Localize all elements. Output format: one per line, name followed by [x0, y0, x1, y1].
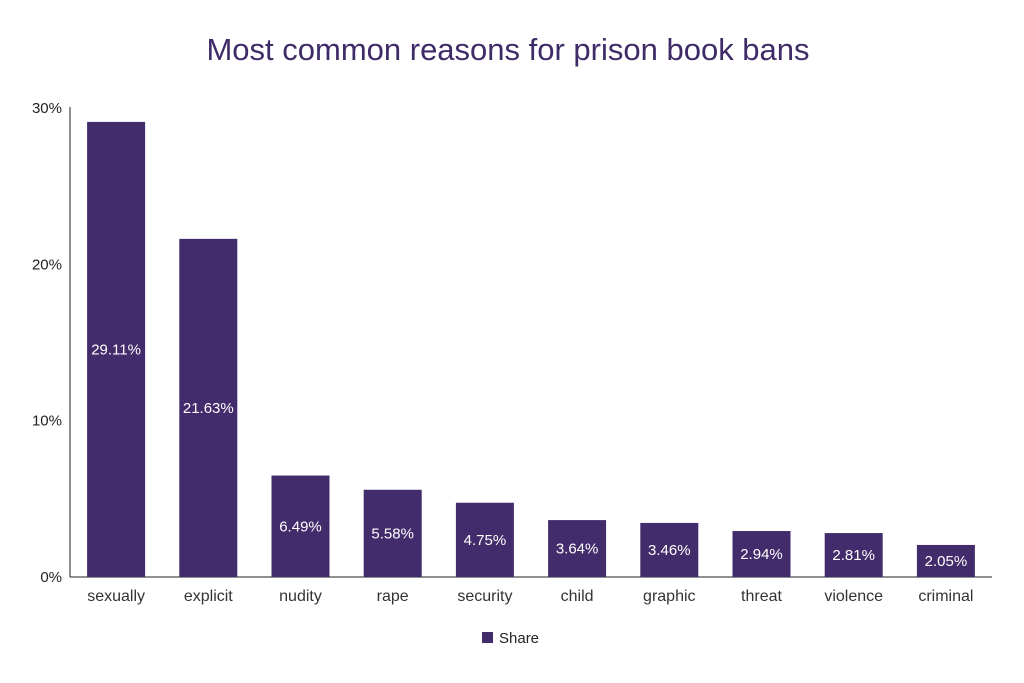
data-label: 21.63% [183, 400, 234, 417]
y-tick-label: 10% [32, 413, 62, 430]
data-label: 29.11% [91, 341, 141, 358]
x-tick-label: nudity [279, 588, 322, 605]
x-axis-labels: sexually explicit nudity rape security child g… [87, 588, 973, 605]
bar-nudity [271, 475, 330, 577]
bar-violence [824, 533, 883, 577]
data-label: 6.49% [279, 518, 322, 535]
data-label: 2.94% [740, 546, 783, 563]
data-label: 4.75% [464, 532, 507, 549]
y-tick-label: 0% [40, 569, 62, 586]
y-axis: 0% 10% 20% 30% [32, 100, 62, 586]
x-tick-label: graphic [643, 588, 695, 605]
bar-graphic [640, 522, 699, 577]
y-tick-label: 30% [32, 100, 62, 117]
data-label: 2.05% [925, 553, 968, 570]
bar-rape [363, 489, 422, 577]
x-tick-label: violence [824, 588, 883, 605]
legend-label: Share [499, 630, 539, 647]
data-label: 2.81% [832, 547, 875, 564]
data-label: 3.64% [556, 541, 599, 558]
legend: Share [482, 630, 539, 647]
data-label: 3.46% [648, 542, 691, 559]
bar-child [548, 520, 607, 577]
bar-criminal [916, 544, 975, 577]
x-tick-label: child [561, 588, 594, 605]
bars-group: 29.11% 21.63% 6.49% 5.58% 4.75% 3.64% 3.46% 2.9… [87, 121, 975, 577]
bar-threat [732, 531, 791, 577]
x-tick-label: explicit [184, 588, 233, 605]
y-tick-label: 20% [32, 256, 62, 273]
x-tick-label: rape [377, 588, 409, 605]
x-tick-label: sexually [87, 588, 145, 605]
chart-title: Most common reasons for prison book bans [206, 32, 809, 67]
bar-explicit [179, 238, 238, 577]
x-tick-label: criminal [918, 588, 973, 605]
x-tick-label: security [457, 588, 512, 605]
legend-swatch [482, 632, 493, 643]
data-label: 5.58% [371, 525, 414, 542]
bar-sexually [87, 121, 146, 577]
x-tick-label: threat [741, 588, 782, 605]
bar-security [455, 502, 514, 577]
